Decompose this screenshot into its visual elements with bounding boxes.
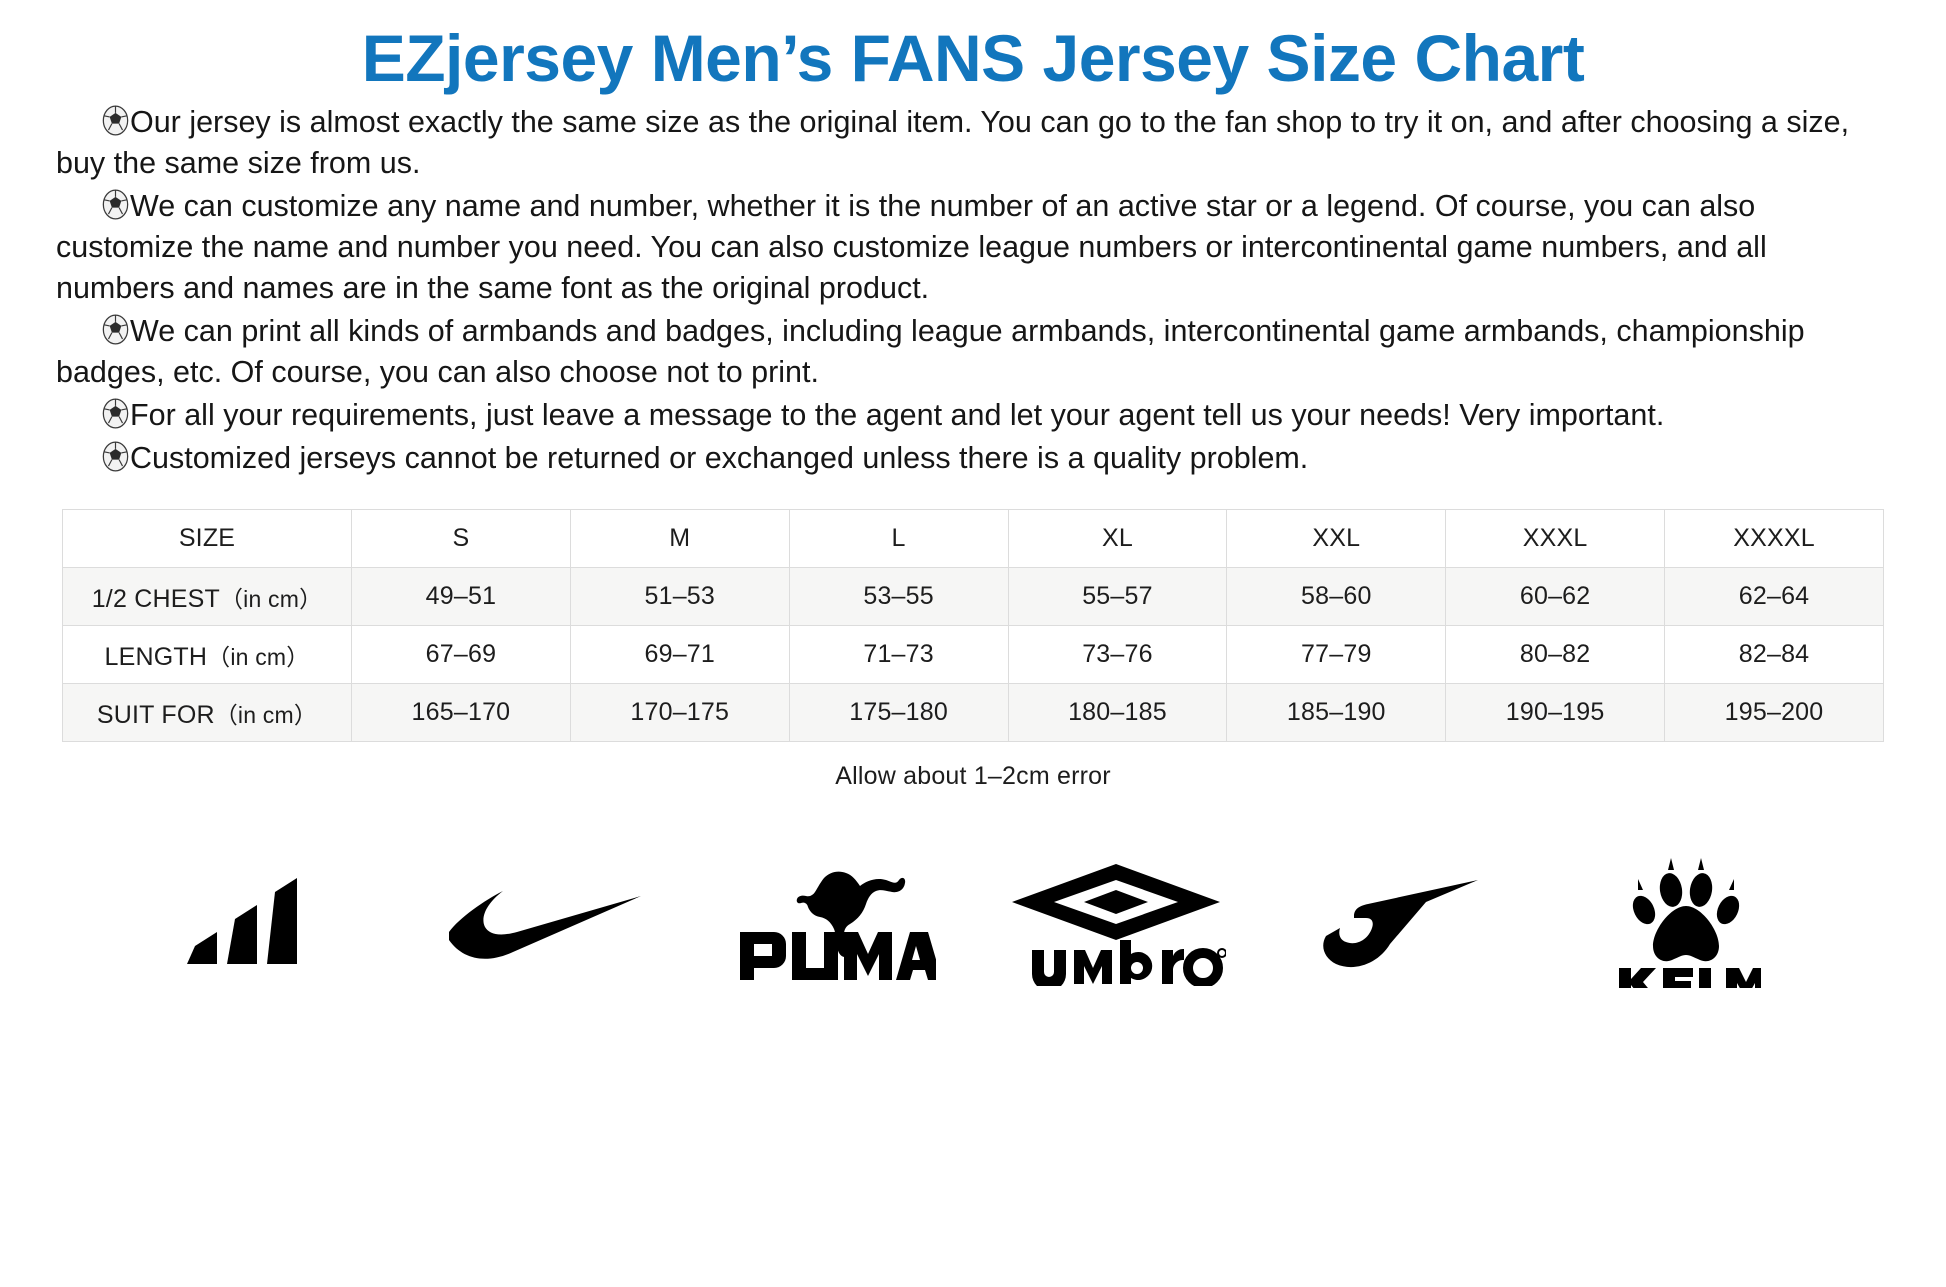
- row-label-suit-for: SUIT FOR（in cm）: [62, 683, 352, 743]
- cell-suit-s: 165–170: [351, 683, 571, 743]
- adidas-logo: [171, 872, 351, 972]
- paragraph-5-text: Customized jerseys cannot be returned or…: [130, 441, 1309, 476]
- paragraph-2: We can customize any name and number, wh…: [56, 186, 1890, 309]
- cell-chest-s: 49–51: [351, 567, 571, 627]
- cell-suit-xxxxl: 195–200: [1664, 683, 1884, 743]
- soccer-ball-bullet-icon: [102, 441, 129, 472]
- paragraph-3: We can print all kinds of armbands and b…: [56, 311, 1890, 393]
- cell-chest-m: 51–53: [569, 567, 790, 627]
- cell-length-xxxxl: 82–84: [1664, 625, 1884, 685]
- cell-suit-xxxl: 190–195: [1445, 683, 1666, 743]
- table-row: 1/2 CHEST（in cm） 49–51 51–53 53–55 55–57…: [62, 567, 1884, 627]
- row-label-chest: 1/2 CHEST（in cm）: [62, 567, 352, 627]
- cell-chest-l: 53–55: [788, 567, 1009, 627]
- row-label-text: LENGTH: [104, 642, 208, 671]
- paragraph-5: Customized jerseys cannot be returned or…: [56, 438, 1890, 479]
- cell-suit-xl: 180–185: [1007, 683, 1228, 743]
- page-title: EZjersey Men’s FANS Jersey Size Chart: [56, 21, 1890, 95]
- description-block: Our jersey is almost exactly the same si…: [56, 102, 1890, 479]
- table-header-cell-xxxxl: XXXXL: [1664, 509, 1884, 569]
- cell-suit-m: 170–175: [569, 683, 790, 743]
- table-header-row: SIZE S M L XL XXL XXXL XXXXL: [62, 509, 1884, 569]
- paragraph-1-text: Our jersey is almost exactly the same si…: [56, 104, 1850, 180]
- cell-chest-xxl: 58–60: [1226, 567, 1447, 627]
- soccer-ball-bullet-icon: [102, 189, 129, 220]
- table-header-cell-xxl: XXL: [1226, 509, 1447, 569]
- table-header-cell-m: M: [569, 509, 790, 569]
- soccer-ball-bullet-icon: [102, 314, 129, 345]
- soccer-ball-bullet-icon: [102, 398, 129, 429]
- nike-swoosh-logo: [441, 874, 651, 970]
- brand-joma: [1258, 847, 1543, 997]
- table-header-cell-size: SIZE: [62, 509, 352, 569]
- umbro-logo: [1006, 858, 1226, 987]
- row-label-text: SUIT FOR: [96, 700, 215, 729]
- row-label-text: 1/2 CHEST: [91, 584, 220, 613]
- page-title-part2: FANS: [850, 21, 1026, 95]
- cell-length-xxl: 77–79: [1226, 625, 1447, 685]
- cell-chest-xxxxl: 62–64: [1664, 567, 1884, 627]
- table-header-cell-l: L: [788, 509, 1009, 569]
- row-unit-text: （in cm）: [207, 643, 310, 670]
- cell-chest-xl: 55–57: [1007, 567, 1228, 627]
- paragraph-2-text: We can customize any name and number, wh…: [56, 188, 1767, 306]
- size-table-container: SIZE S M L XL XXL XXXL XXXXL 1/2 CHEST（i…: [56, 509, 1890, 791]
- brand-nike: [403, 847, 688, 997]
- size-chart-page: EZjersey Men’s FANS Jersey Size Chart Ou…: [0, 21, 1946, 1287]
- paragraph-4-text: For all your requirements, just leave a …: [130, 398, 1665, 433]
- row-label-length: LENGTH（in cm）: [62, 625, 352, 685]
- cell-length-l: 71–73: [788, 625, 1009, 685]
- puma-logo: [726, 862, 936, 982]
- cell-suit-l: 175–180: [788, 683, 1009, 743]
- brand-logo-row: [56, 847, 1890, 997]
- table-row: SUIT FOR（in cm） 165–170 170–175 175–180 …: [62, 683, 1884, 743]
- kelme-logo: [1611, 856, 1761, 989]
- cell-length-xl: 73–76: [1007, 625, 1228, 685]
- table-header-cell-xxxl: XXXL: [1445, 509, 1666, 569]
- brand-puma: [688, 847, 973, 997]
- cell-length-xxxl: 80–82: [1445, 625, 1666, 685]
- cell-length-m: 69–71: [569, 625, 790, 685]
- table-row: LENGTH（in cm） 67–69 69–71 71–73 73–76 77…: [62, 625, 1884, 685]
- paragraph-4: For all your requirements, just leave a …: [56, 395, 1890, 436]
- page-title-part1: EZjersey Men’s: [361, 21, 851, 95]
- table-footnote: Allow about 1–2cm error: [835, 762, 1111, 791]
- brand-adidas: [118, 847, 403, 997]
- joma-logo: [1306, 862, 1496, 982]
- size-table: SIZE S M L XL XXL XXXL XXXXL 1/2 CHEST（i…: [62, 509, 1884, 743]
- soccer-ball-bullet-icon: [102, 105, 129, 136]
- row-unit-text: （in cm）: [214, 701, 318, 728]
- page-title-part3: Jersey Size Chart: [1024, 21, 1585, 95]
- brand-kelme: [1543, 847, 1828, 997]
- row-unit-text: （in cm）: [219, 585, 323, 612]
- cell-length-s: 67–69: [351, 625, 571, 685]
- table-header-cell-xl: XL: [1007, 509, 1228, 569]
- cell-suit-xxl: 185–190: [1226, 683, 1447, 743]
- cell-chest-xxxl: 60–62: [1445, 567, 1666, 627]
- paragraph-3-text: We can print all kinds of armbands and b…: [56, 314, 1805, 390]
- paragraph-1: Our jersey is almost exactly the same si…: [56, 102, 1890, 184]
- table-header-cell-s: S: [351, 509, 571, 569]
- brand-umbro: [973, 847, 1258, 997]
